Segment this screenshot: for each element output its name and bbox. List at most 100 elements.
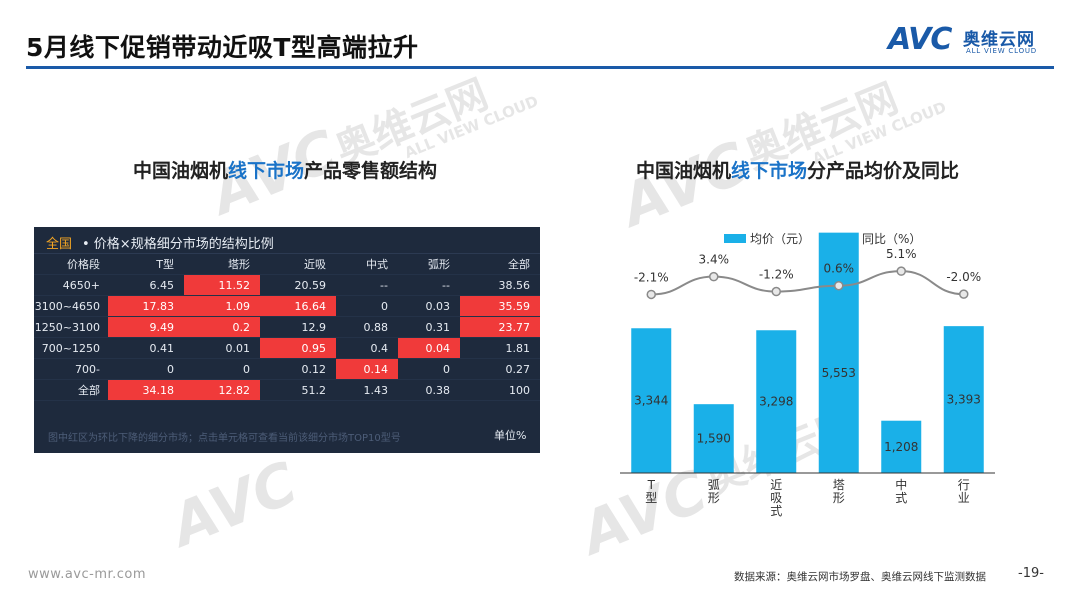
- table-cell[interactable]: 0.38: [398, 380, 460, 401]
- table-cell[interactable]: 20.59: [260, 275, 336, 296]
- table-cell[interactable]: 1.43: [336, 380, 398, 401]
- yoy-point[interactable]: [646, 289, 656, 300]
- column-header: 全部: [460, 254, 540, 275]
- structure-table-panel: 全国 • 价格×规格细分市场的结构比例 价格段 T型 塔形 近吸 中式 弧形 全部 4650+…: [34, 227, 540, 453]
- category-label: 业: [958, 491, 970, 505]
- logo-cn: 奥维云网: [963, 30, 1035, 50]
- table-row: 3100~4650 17.83 1.09 16.64 0 0.03 35.59: [34, 296, 540, 317]
- table-row: 4650+ 6.45 11.52 20.59 -- -- 38.56: [34, 275, 540, 296]
- table-cell[interactable]: 0: [108, 359, 184, 380]
- table-cell[interactable]: 38.56: [460, 275, 540, 296]
- region-selector[interactable]: 全国: [46, 237, 73, 252]
- avc-logo: AVC 奥维云网 ALL VIEW CLOUD: [888, 22, 1058, 62]
- yoy-point[interactable]: [896, 266, 906, 276]
- table-cell[interactable]: 0: [336, 296, 398, 317]
- table-cell[interactable]: 0.12: [260, 359, 336, 380]
- yoy-point[interactable]: [709, 271, 719, 282]
- bar-中式[interactable]: [881, 420, 922, 473]
- column-header: 近吸: [260, 254, 336, 275]
- category-label: 吸: [770, 491, 782, 505]
- table-cell[interactable]: 1.81: [460, 338, 540, 359]
- table-cell[interactable]: 9.49: [108, 317, 184, 338]
- table-cell[interactable]: 100: [460, 380, 540, 401]
- yoy-label: -2.1%: [634, 270, 669, 284]
- right-title-prefix: 中国油烟机: [636, 160, 732, 182]
- page-title: 5月线下促销带动近吸T型高端拉升: [26, 33, 419, 62]
- bar-近吸式[interactable]: [756, 330, 797, 473]
- table-cell[interactable]: 23.77: [460, 317, 540, 338]
- table-cell[interactable]: 51.2: [260, 380, 336, 401]
- table-cell[interactable]: --: [336, 275, 398, 296]
- footer-url[interactable]: www.avc-mr.com: [28, 567, 147, 582]
- table-cell[interactable]: 12.82: [184, 380, 260, 401]
- category-label: 中: [895, 477, 907, 492]
- table-cell[interactable]: 0.31: [398, 317, 460, 338]
- page-number: -19-: [1018, 566, 1044, 581]
- bar-塔形[interactable]: [818, 232, 859, 473]
- category-label: 形: [833, 491, 845, 505]
- table-cell[interactable]: 0.01: [184, 338, 260, 359]
- table-cell[interactable]: 11.52: [184, 275, 260, 296]
- table-cell[interactable]: 0.4: [336, 338, 398, 359]
- table-row: 全部 34.18 12.82 51.2 1.43 0.38 100: [34, 380, 540, 401]
- table-cell[interactable]: 6.45: [108, 275, 184, 296]
- category-label: 式: [770, 504, 782, 518]
- panel-header-title: • 价格×规格细分市场的结构比例: [82, 237, 274, 252]
- table-cell[interactable]: 34.18: [108, 380, 184, 401]
- row-label: 3100~4650: [34, 296, 108, 317]
- header-divider: [26, 66, 1054, 69]
- column-header: 价格段: [34, 254, 108, 275]
- table-cell[interactable]: 0: [184, 359, 260, 380]
- row-label: 1250~3100: [34, 317, 108, 338]
- category-label: 行: [958, 478, 970, 492]
- table-cell[interactable]: 1.09: [184, 296, 260, 317]
- yoy-point[interactable]: [834, 280, 844, 291]
- yoy-line: [651, 270, 964, 296]
- watermark-mark: AVC: [161, 448, 307, 560]
- table-row: 700- 0 0 0.12 0.14 0 0.27: [34, 359, 540, 380]
- left-title-suffix: 产品零售额结构: [304, 160, 438, 182]
- category-label: 弧: [708, 478, 720, 492]
- right-title-suffix: 分产品均价及同比: [807, 160, 960, 182]
- table-cell[interactable]: 0.95: [260, 338, 336, 359]
- table-header-row: 价格段 T型 塔形 近吸 中式 弧形 全部: [34, 254, 540, 275]
- legend-label-bar: 均价（元）: [750, 232, 810, 246]
- category-label: 形: [708, 491, 720, 505]
- table-unit: 单位%: [494, 429, 527, 442]
- table-cell[interactable]: 0.04: [398, 338, 460, 359]
- avg-price-chart: 均价（元） 同比（%） 3,344 1,590 3,298 5,553 1,208 3,393…: [620, 232, 995, 518]
- table-cell[interactable]: 12.9: [260, 317, 336, 338]
- yoy-label: -1.2%: [759, 268, 794, 282]
- table-cell[interactable]: 0: [398, 359, 460, 380]
- table-cell[interactable]: 0.2: [184, 317, 260, 338]
- category-label: 式: [895, 491, 907, 505]
- left-title-highlight: 线下市场: [228, 160, 305, 182]
- table-cell[interactable]: 0.27: [460, 359, 540, 380]
- category-label: 塔: [833, 478, 845, 492]
- table-cell[interactable]: 35.59: [460, 296, 540, 317]
- bar-T型[interactable]: [631, 328, 672, 473]
- bar-value-label: 3,344: [634, 394, 668, 408]
- yoy-point[interactable]: [771, 286, 781, 297]
- column-header: T型: [108, 254, 184, 275]
- table-cell[interactable]: --: [398, 275, 460, 296]
- table-cell[interactable]: 0.14: [336, 359, 398, 380]
- table-note: 图中红区为环比下降的细分市场；点击单元格可查看当前该细分市场TOP10型号: [48, 433, 401, 444]
- table-cell[interactable]: 0.41: [108, 338, 184, 359]
- table-cell[interactable]: 0.88: [336, 317, 398, 338]
- legend-label-line: 同比（%）: [862, 232, 921, 246]
- row-label: 700-: [34, 359, 108, 380]
- table-cell[interactable]: 0.03: [398, 296, 460, 317]
- category-label: 型: [645, 491, 657, 505]
- watermark-en: ALL VIEW CLOUD: [401, 91, 541, 163]
- right-title-highlight: 线下市场: [731, 160, 808, 182]
- table-cell[interactable]: 16.64: [260, 296, 336, 317]
- yoy-label: 3.4%: [699, 253, 730, 267]
- column-header: 塔形: [184, 254, 260, 275]
- bar-value-label: 3,298: [759, 395, 793, 409]
- logo-en: ALL VIEW CLOUD: [966, 47, 1037, 55]
- yoy-point[interactable]: [959, 289, 969, 299]
- bar-弧形[interactable]: [693, 404, 734, 473]
- table-cell[interactable]: 17.83: [108, 296, 184, 317]
- bar-行业[interactable]: [943, 326, 984, 473]
